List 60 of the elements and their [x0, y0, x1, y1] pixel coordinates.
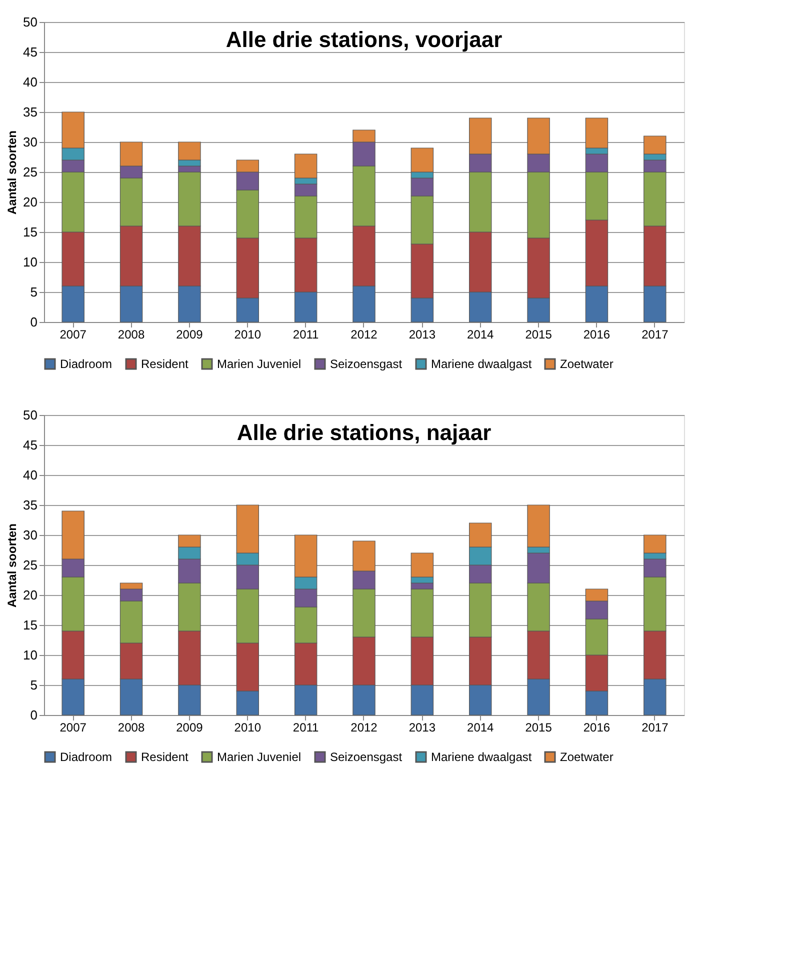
y-tick-label: 25	[23, 558, 38, 572]
x-tick-label: 2017	[642, 328, 669, 342]
legend-label: Marien Juveniel	[217, 750, 302, 764]
chart-title: Alle drie stations, najaar	[236, 420, 492, 445]
y-tick-label: 30	[23, 528, 38, 542]
y-tick-label: 5	[30, 284, 38, 300]
legend-label: Zoetwater	[560, 750, 614, 764]
y-tick-label: 40	[23, 74, 38, 90]
x-tick-label: 2007	[60, 328, 87, 342]
y-tick-label: 15	[23, 618, 38, 632]
y-tick-label: 35	[23, 104, 38, 120]
y-tick-label: 50	[23, 408, 38, 422]
legend-label: Mariene dwaalgast	[431, 750, 532, 764]
x-tick-label: 2011	[292, 328, 320, 342]
x-tick-label: 2017	[642, 720, 669, 734]
y-tick-label: 50	[23, 14, 38, 30]
y-axis-title: Aantal soorten	[5, 130, 20, 215]
x-tick-label: 2014	[467, 328, 494, 342]
x-tick-label: 2016	[583, 720, 610, 734]
x-tick-label: 2015	[525, 720, 552, 734]
legend-label: Marien Juveniel	[217, 357, 302, 371]
y-tick-label: 0	[30, 314, 38, 330]
x-tick-label: 2013	[408, 720, 436, 734]
y-tick-label: 25	[23, 164, 38, 180]
y-tick-label: 40	[23, 468, 38, 482]
legend-label: Seizoensgast	[330, 357, 403, 371]
y-axis-title: Aantal soorten	[5, 523, 20, 608]
x-tick-label: 2012	[350, 720, 378, 734]
y-tick-label: 30	[23, 134, 38, 150]
y-tick-label: 0	[30, 708, 38, 722]
x-tick-label: 2012	[350, 328, 378, 342]
x-tick-label: 2009	[176, 720, 204, 734]
legend-label: Mariene dwaalgast	[431, 357, 532, 371]
x-tick-label: 2009	[176, 328, 204, 342]
y-tick-label: 20	[23, 194, 38, 210]
chart-title: Alle drie stations, voorjaar	[226, 27, 503, 52]
legend-label: Resident	[141, 357, 190, 371]
x-tick-label: 2013	[408, 328, 436, 342]
x-tick-label: 2007	[60, 720, 87, 734]
legend-label: Diadroom	[60, 357, 112, 371]
x-tick-label: 2010	[234, 328, 262, 342]
y-tick-label: 45	[23, 438, 38, 452]
x-tick-label: 2011	[292, 720, 320, 734]
x-tick-label: 2010	[234, 720, 262, 734]
legend-label: Resident	[141, 750, 190, 764]
x-tick-label: 2008	[118, 328, 145, 342]
x-tick-label: 2016	[583, 328, 610, 342]
legend-label: Seizoensgast	[330, 750, 403, 764]
y-tick-label: 20	[23, 588, 38, 602]
y-tick-label: 10	[23, 254, 38, 270]
x-tick-label: 2008	[118, 720, 145, 734]
y-tick-label: 15	[23, 224, 38, 240]
y-tick-label: 45	[23, 44, 38, 60]
legend-label: Zoetwater	[560, 357, 614, 371]
y-tick-label: 5	[30, 678, 38, 692]
x-tick-label: 2015	[525, 328, 552, 342]
legend-label: Diadroom	[60, 750, 112, 764]
x-tick-label: 2014	[467, 720, 494, 734]
y-tick-label: 35	[23, 498, 38, 512]
y-tick-label: 10	[23, 648, 38, 662]
